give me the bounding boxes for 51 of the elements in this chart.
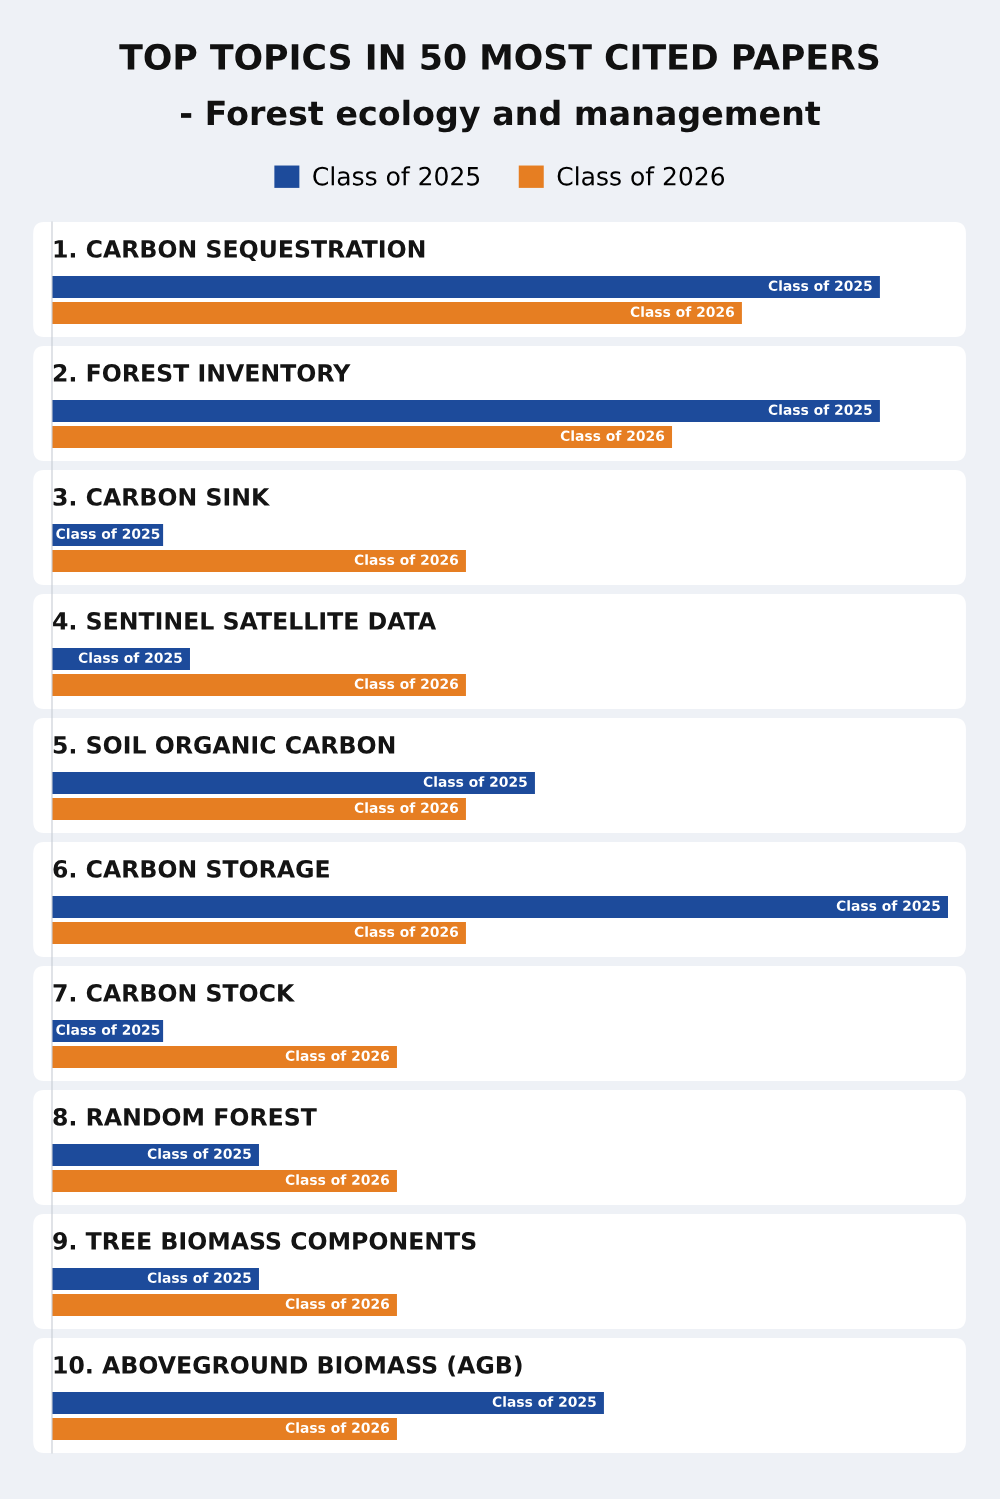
text: Class of 2025 <box>768 404 872 415</box>
text: Class of 2025 <box>492 1396 596 1407</box>
text: Class of 2025 <box>147 1148 251 1159</box>
y-tick-label: 6. CARBON STORAGE <box>53 859 329 878</box>
y-tick-label: 2. FOREST INVENTORY <box>53 364 351 382</box>
bar <box>52 550 466 572</box>
y-tick-label: 10. ABOVEGROUND BIOMASS (AGB) <box>54 1355 522 1377</box>
bar <box>52 399 880 422</box>
y-tick-label: 4. SENTINEL SATELLITE DATA <box>53 611 437 630</box>
text: Class of 2026 <box>354 926 459 937</box>
text: Class of 2025 <box>768 280 872 291</box>
bar <box>52 302 742 324</box>
bar <box>52 895 948 918</box>
bar <box>52 1417 397 1440</box>
text: Class of 2026 <box>285 1298 390 1309</box>
bar <box>52 1391 604 1414</box>
text: Class of 2025 <box>56 528 160 539</box>
text: Class of 2026 <box>560 430 665 442</box>
bar <box>52 674 466 696</box>
text: Class of 2026 <box>354 554 459 566</box>
text: Class of 2025 <box>836 900 940 911</box>
bar <box>52 1169 397 1192</box>
bar <box>52 798 466 820</box>
chart-title: TOP TOPICS IN 50 MOST CITED PAPERS <box>119 43 879 71</box>
y-tick-label: 9. TREE BIOMASS COMPONENTS <box>53 1231 476 1250</box>
y-tick-label: 5. SOIL ORGANIC CARBON <box>53 735 395 754</box>
legend-label: Class of 2026 <box>557 166 725 186</box>
legend-label: Class of 2025 <box>313 166 480 186</box>
bar <box>52 922 466 944</box>
chart-subtitle: - Forest ecology and management <box>181 99 821 133</box>
text: Class of 2026 <box>630 306 735 318</box>
bar <box>52 1045 397 1068</box>
text: Class of 2025 <box>147 1272 251 1283</box>
text: Class of 2025 <box>423 776 527 787</box>
text: Class of 2025 <box>78 652 182 663</box>
y-tick-label: 7. CARBON STOCK <box>53 983 295 1002</box>
text: Class of 2026 <box>285 1174 390 1185</box>
text: Class of 2026 <box>354 802 459 814</box>
text: Class of 2025 <box>56 1024 160 1035</box>
text: Class of 2026 <box>285 1422 390 1433</box>
bar <box>52 1293 397 1316</box>
bar <box>52 1267 259 1290</box>
y-tick-label: 1. CARBON SEQUESTRATION <box>54 240 425 261</box>
y-tick-label: 8. RANDOM FOREST <box>53 1107 317 1126</box>
bar <box>52 1143 259 1166</box>
bar <box>52 771 535 794</box>
bar <box>52 276 880 298</box>
y-tick-label: 3. CARBON SINK <box>53 487 271 506</box>
bar <box>52 426 673 448</box>
text: Class of 2026 <box>285 1050 390 1061</box>
text: Class of 2026 <box>354 678 459 690</box>
